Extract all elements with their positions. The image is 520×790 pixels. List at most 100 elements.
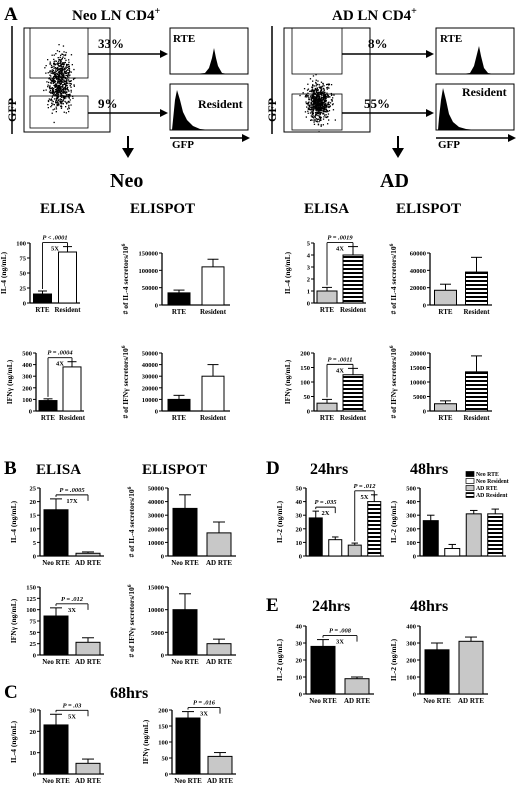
flow-neo-dot bbox=[67, 101, 69, 104]
flow-neo-dot bbox=[62, 91, 64, 93]
flow-neo-dot bbox=[55, 90, 57, 93]
flow-ad-dot bbox=[313, 106, 315, 108]
flow-ad-dot bbox=[325, 116, 328, 119]
flow-neo-dot bbox=[66, 74, 68, 77]
fold-change-label: 4X bbox=[56, 361, 64, 368]
flow-ad-dot bbox=[305, 102, 308, 105]
flow-neo-dot bbox=[55, 70, 57, 73]
flow-ad-dot bbox=[316, 101, 318, 104]
x-tick-label: AD RTE bbox=[75, 658, 101, 666]
flow-neo-dot bbox=[59, 56, 61, 58]
flow-neo-dot bbox=[53, 91, 55, 93]
flow-neo-dot bbox=[59, 86, 61, 88]
chart-B-elispot-ifng: 0 5000 10000 15000 # of IFNγ secretors/106 Ne… bbox=[127, 584, 236, 666]
y-tick-label: 60000 bbox=[410, 251, 426, 258]
y-tick-label: 20000 bbox=[410, 351, 426, 358]
flow-neo-hist-resident bbox=[172, 90, 210, 130]
flow-ad-dot bbox=[324, 99, 326, 101]
flow-neo-dot bbox=[64, 86, 67, 88]
flow-neo-dot bbox=[64, 89, 66, 91]
y-tick-label: 0 bbox=[413, 554, 416, 561]
flow-neo-dot bbox=[58, 58, 60, 61]
flow-neo-dot bbox=[52, 90, 54, 93]
y-tick-label: 200 bbox=[22, 385, 32, 392]
panel-label-c: C bbox=[4, 682, 18, 703]
flow-neo-dot bbox=[62, 73, 64, 75]
flow-ad-dot bbox=[302, 92, 304, 94]
flow-neo-gate-resident bbox=[29, 95, 89, 129]
flow-ad-dot bbox=[316, 112, 318, 114]
flow-ad-dot bbox=[327, 102, 329, 104]
y-tick-label: 10000 bbox=[148, 607, 164, 614]
flow-neo-dot bbox=[51, 87, 53, 90]
y-tick-label: 20 bbox=[296, 658, 303, 665]
flow-ad-dot bbox=[307, 104, 309, 106]
y-tick-label: 200 bbox=[406, 526, 416, 533]
flow-ad-dot bbox=[316, 98, 318, 100]
flow-neo-dot bbox=[52, 109, 54, 111]
flow-ad-dot bbox=[312, 104, 315, 106]
y-tick-label: 25 bbox=[20, 286, 27, 293]
fold-change-label: 4X bbox=[336, 367, 344, 374]
flow-ad-dot bbox=[323, 89, 325, 92]
flow-neo-dot bbox=[52, 82, 55, 84]
flow-neo-dot bbox=[60, 67, 62, 70]
flow-ad-dot bbox=[324, 94, 326, 96]
flow-ad-dot bbox=[320, 103, 322, 105]
flow-ad-dot bbox=[321, 103, 323, 105]
flow-neo-dot bbox=[54, 74, 57, 76]
flow-ad-dot bbox=[316, 94, 318, 96]
flow-ad-dot bbox=[327, 86, 329, 88]
flow-ad-dot bbox=[315, 74, 317, 76]
flow-neo-dot bbox=[48, 86, 51, 88]
flow-ad-dot bbox=[314, 117, 316, 119]
bar-resident bbox=[465, 271, 488, 306]
flow-ad-dot bbox=[315, 101, 318, 103]
flow-ad-dot bbox=[316, 103, 319, 105]
flow-ad-dot bbox=[306, 96, 308, 98]
y-tick-label: 10000 bbox=[148, 540, 164, 547]
y-axis-label: # of IFNγ secretors/106 bbox=[389, 345, 398, 418]
x-tick-label: Resident bbox=[340, 414, 367, 422]
flow-neo-dot bbox=[50, 64, 53, 67]
flow-neo-dot bbox=[57, 96, 59, 98]
x-tick-label: AD RTE bbox=[206, 658, 232, 666]
flow-neo-dot bbox=[55, 53, 57, 55]
flow-neo-dot bbox=[61, 86, 64, 88]
flow-neo-dot bbox=[70, 89, 72, 91]
y-tick-label: 50 bbox=[296, 486, 303, 493]
flow-neo-dot bbox=[49, 71, 51, 73]
flow-ad-dot bbox=[315, 114, 317, 116]
flow-ad-dot bbox=[326, 96, 328, 98]
flow-neo-dot bbox=[48, 81, 50, 84]
y-tick-label: 20000 bbox=[410, 285, 426, 292]
flow-ad-dot bbox=[307, 108, 309, 110]
flow-neo-dot bbox=[51, 104, 53, 107]
flow-ad-dot bbox=[315, 95, 318, 97]
flow-neo-dot bbox=[61, 101, 63, 103]
y-tick-label: 0 bbox=[33, 653, 36, 660]
flow-ad-dot bbox=[319, 107, 321, 109]
flow-neo-dot bbox=[61, 88, 63, 91]
flow-neo-dot bbox=[65, 81, 67, 83]
flow-ad-dot bbox=[325, 103, 327, 105]
bar-neo-rte bbox=[424, 649, 450, 695]
y-tick-label: 0 bbox=[299, 554, 302, 561]
flow-neo-dot bbox=[68, 75, 70, 77]
flow-ad-dot bbox=[318, 131, 320, 133]
flow-ad-dot bbox=[320, 94, 323, 96]
flow-neo-dot bbox=[58, 68, 61, 70]
flow-neo-dot bbox=[65, 66, 67, 68]
flow-neo-title: Neo LN CD4+ bbox=[72, 6, 161, 24]
flow-ad-dot bbox=[318, 121, 320, 123]
p-value-label: P = .0019 bbox=[327, 235, 353, 242]
flow-neo-dot bbox=[65, 70, 67, 72]
flow-neo-dot bbox=[66, 91, 68, 93]
flow-neo-dot bbox=[68, 97, 70, 99]
x-tick-label: Neo RTE bbox=[42, 658, 70, 666]
flow-ad-dot bbox=[311, 113, 313, 115]
flow-ad-dot bbox=[314, 97, 316, 99]
flow-neo-dot bbox=[66, 92, 68, 94]
flow-ad-dots bbox=[299, 74, 336, 133]
bar-neo-rte bbox=[43, 615, 69, 656]
